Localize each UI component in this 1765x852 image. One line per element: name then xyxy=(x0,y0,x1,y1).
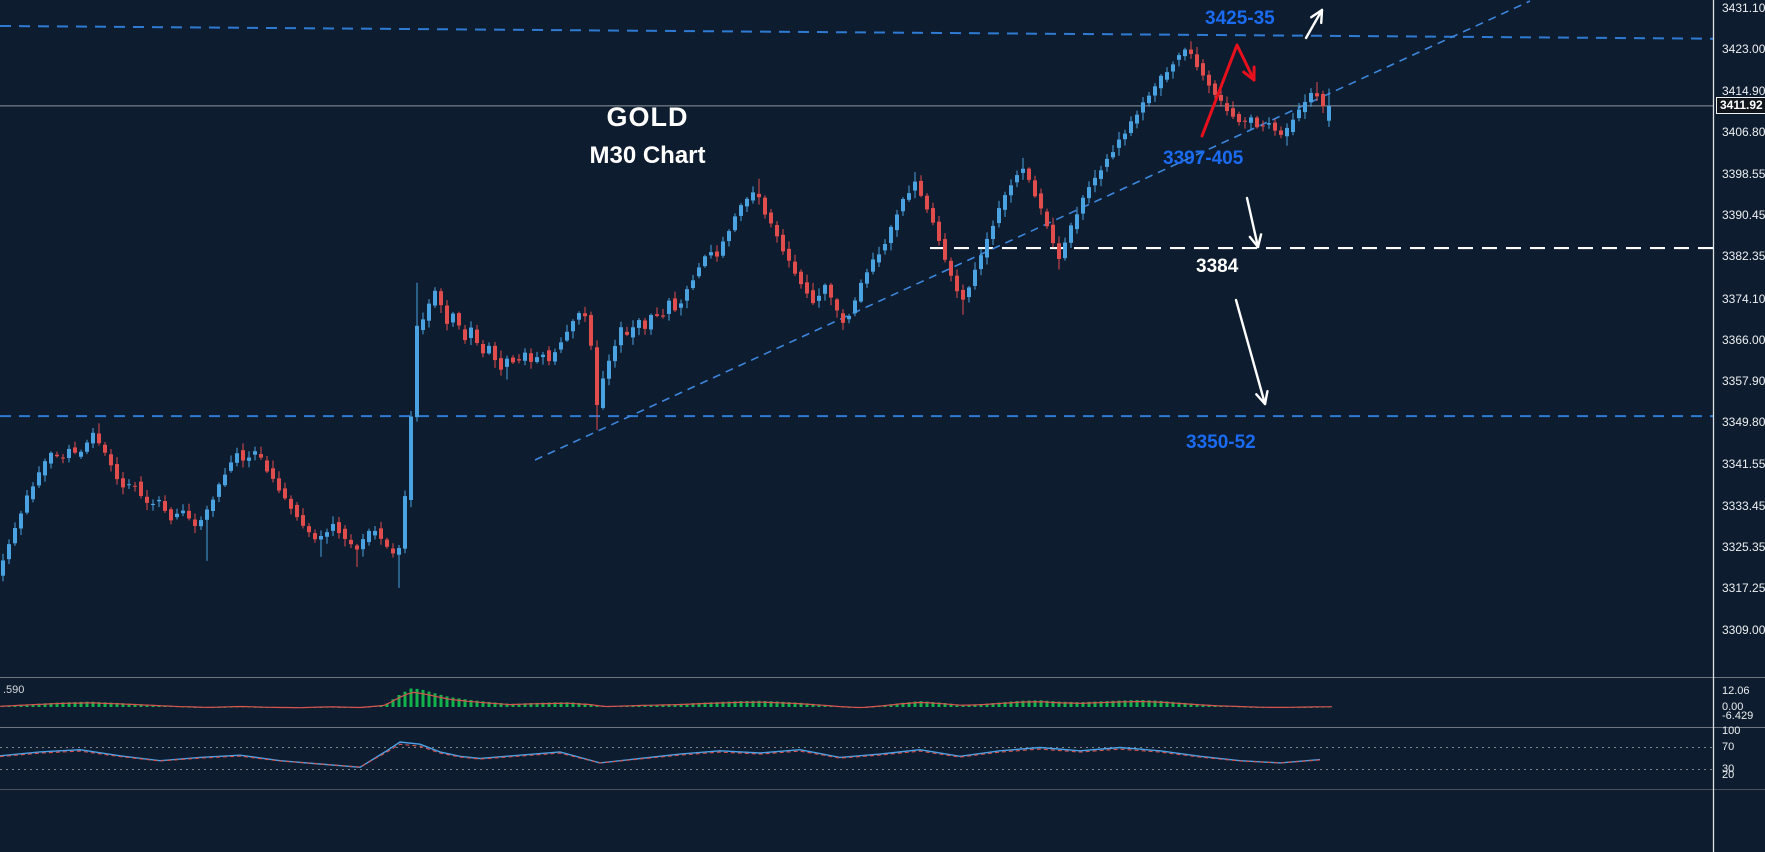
price-tick-label: 3431.10 xyxy=(1722,1,1765,16)
price-tick-label: 3366.00 xyxy=(1722,332,1765,347)
indicator1-axis-label: -6.429 xyxy=(1722,710,1754,722)
price-tick-label: 3317.25 xyxy=(1722,581,1765,596)
mid-support-label: 3384 xyxy=(1196,256,1239,277)
arrows-layer xyxy=(1200,8,1324,406)
timeframe-title: M30 Chart xyxy=(589,142,706,169)
price-tick-label: 3341.55 xyxy=(1722,457,1765,472)
lower-support-label: 3350-52 xyxy=(1186,432,1256,453)
indicator2-axis-label: 30 xyxy=(1722,763,1735,775)
price-axis[interactable]: 3431.10 3423.00 3414.90 3406.80 3398.55 3390.… xyxy=(1714,0,1765,852)
price-tick-label: 3423.00 xyxy=(1722,42,1765,57)
current-price-tag: 3411.92 xyxy=(1716,96,1765,114)
price-tick-label: 3357.90 xyxy=(1722,374,1765,389)
candles-layer xyxy=(1,41,1331,588)
price-tick-label: 3374.10 xyxy=(1722,291,1765,306)
trendline-support-label: 3397-405 xyxy=(1163,148,1244,169)
price-tick-label: 3414.90 xyxy=(1722,83,1765,98)
indicator1-axis-label: 12.06 xyxy=(1722,685,1750,697)
indicator-param-label: .590 xyxy=(3,684,25,696)
price-tick-label: 3349.80 xyxy=(1722,415,1765,430)
symbol-title: GOLD xyxy=(606,102,689,132)
indicator2-axis-label: 100 xyxy=(1722,725,1741,737)
indicator1-axis-label: 0.00 xyxy=(1722,701,1744,713)
price-tick-label: 3398.55 xyxy=(1722,166,1765,181)
levels-layer xyxy=(0,0,1714,461)
price-tick-label: 3309.00 xyxy=(1722,623,1765,638)
indicator2-axis-label: 70 xyxy=(1722,741,1735,753)
oscillators-layer xyxy=(0,688,1713,770)
price-tick-label: 3382.35 xyxy=(1722,249,1765,264)
chart-title-block: GOLD M30 Chart xyxy=(535,102,760,170)
indicator2-axis-label: 20 xyxy=(1722,769,1735,781)
price-tick-label: 3390.45 xyxy=(1722,208,1765,223)
price-tick-label: 3325.35 xyxy=(1722,539,1765,554)
price-tick-label: 3406.80 xyxy=(1722,124,1765,139)
price-tick-label: 3333.45 xyxy=(1722,498,1765,513)
resistance-zone-label: 3425-35 xyxy=(1205,8,1275,29)
